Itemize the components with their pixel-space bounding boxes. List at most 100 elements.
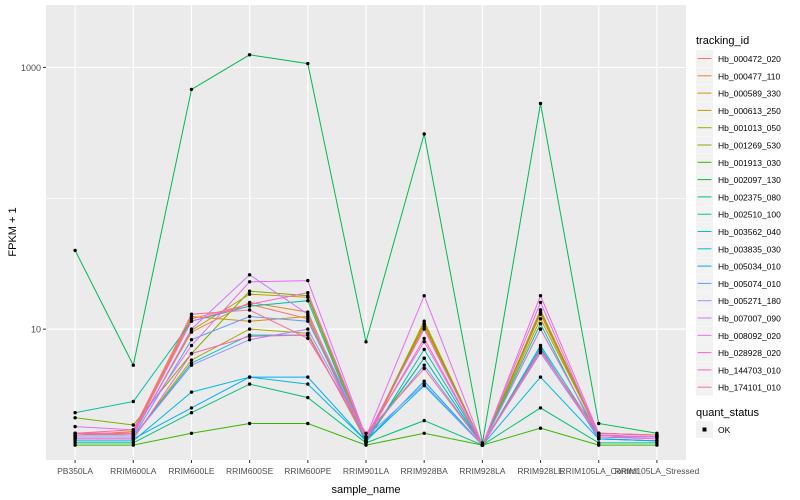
legend-label: Hb_174101_010: [718, 383, 781, 393]
data-point: [189, 312, 194, 316]
data-point: [422, 322, 426, 326]
data-point: [73, 437, 77, 441]
data-point: [189, 431, 194, 435]
data-point: [480, 443, 485, 447]
legend-label: Hb_000613_250: [718, 106, 781, 116]
x-tick-label: RRIM600SE: [226, 466, 274, 476]
data-point: [189, 319, 194, 323]
legend: tracking_id Hb_000472_020 Hb_000477_110 Hb…: [696, 35, 781, 438]
point-legend-item: OK: [696, 421, 731, 438]
data-point: [73, 416, 77, 420]
legend-label: Hb_001269_530: [718, 141, 781, 151]
data-point: [306, 333, 310, 337]
y-tick-label: 10: [31, 325, 41, 335]
legend-item: Hb_002097_130: [696, 171, 781, 189]
data-point: [189, 327, 194, 331]
data-point: [73, 431, 77, 435]
data-point: [364, 431, 368, 435]
data-point: [306, 382, 310, 386]
data-point: [364, 437, 368, 441]
data-point: [247, 421, 252, 426]
x-axis-label: sample_name: [331, 484, 400, 496]
x-tick-label: RRIM105LA_Control: [560, 466, 639, 476]
data-point: [306, 278, 310, 283]
point-legend-title: quant_status: [696, 407, 759, 419]
data-point: [306, 327, 310, 331]
legend-item: Hb_174101_010: [696, 378, 781, 396]
legend-item: Hb_005271_180: [696, 292, 781, 310]
legend-label: Hb_008092_020: [718, 331, 781, 341]
data-point: [131, 399, 135, 404]
x-tick-label: RRIM928LE: [517, 466, 564, 476]
x-tick-label: RRIM600PE: [284, 466, 332, 476]
data-point: [422, 340, 426, 344]
data-point: [538, 426, 543, 430]
data-point: [131, 428, 135, 432]
legend-label: Hb_002097_130: [718, 175, 781, 185]
data-point: [247, 302, 252, 306]
legend-label: Hb_005034_010: [718, 262, 781, 272]
data-point: [597, 435, 601, 439]
x-tick-label: RRIM600LA: [110, 466, 157, 476]
legend-item: Hb_028928_020: [696, 344, 781, 362]
data-point: [422, 356, 426, 360]
legend-label: Hb_002510_100: [718, 210, 781, 220]
legend-label: Hb_000477_110: [718, 71, 781, 81]
data-point: [131, 363, 135, 367]
data-point: [655, 433, 659, 437]
legend-item: Hb_003562_040: [696, 223, 781, 240]
data-point: [422, 382, 426, 386]
data-point: [422, 418, 426, 423]
data-point: [73, 248, 77, 253]
data-point: [247, 338, 252, 342]
data-point: [306, 421, 310, 426]
legend-label: Hb_144703_010: [718, 365, 781, 375]
point-legend-label: OK: [718, 425, 731, 435]
data-point: [538, 322, 543, 326]
data-point: [655, 437, 659, 441]
data-point: [247, 292, 252, 296]
data-point: [189, 411, 194, 415]
data-point: [247, 280, 252, 284]
legend-label: Hb_002375_080: [718, 192, 781, 202]
x-tick-label: RRIM105LA_Stressed: [615, 466, 700, 476]
x-axis: PB350LA RRIM600LA RRIM600LE RRIM600SE RRIM60…: [57, 460, 699, 476]
data-point: [306, 61, 310, 66]
legend-label: Hb_028928_020: [718, 348, 781, 358]
x-tick-label: RRIM928LA: [459, 466, 506, 476]
data-point: [538, 294, 543, 298]
data-point: [189, 390, 194, 394]
data-point: [422, 363, 426, 367]
data-point: [189, 363, 194, 367]
data-point: [538, 101, 543, 106]
legend-item: Hb_001269_530: [696, 136, 781, 154]
data-point: [306, 336, 310, 341]
data-point: [189, 406, 194, 410]
data-point: [422, 327, 426, 331]
data-point: [247, 327, 252, 331]
data-point: [538, 300, 543, 305]
x-tick-label: RRIM928BA: [401, 466, 449, 476]
data-point: [306, 375, 310, 379]
legend-label: Hb_007007_090: [718, 314, 781, 324]
data-point: [306, 294, 310, 298]
data-point: [422, 366, 426, 371]
data-point: [422, 294, 426, 298]
data-point: [422, 319, 426, 323]
data-point: [597, 421, 601, 426]
data-point: [189, 358, 194, 362]
legend-title: tracking_id: [696, 35, 749, 47]
legend-item: Hb_005034_010: [696, 257, 781, 275]
data-point: [189, 343, 194, 348]
data-point: [422, 132, 426, 136]
data-point: [247, 375, 252, 379]
data-point: [189, 338, 194, 342]
legend-item: Hb_000477_110: [696, 67, 781, 85]
data-point: [538, 406, 543, 410]
legend-label: Hb_001013_050: [718, 123, 781, 133]
data-point: [597, 441, 601, 445]
data-point: [422, 379, 426, 383]
legend-item: Hb_144703_010: [696, 361, 781, 379]
data-point: [422, 324, 426, 329]
